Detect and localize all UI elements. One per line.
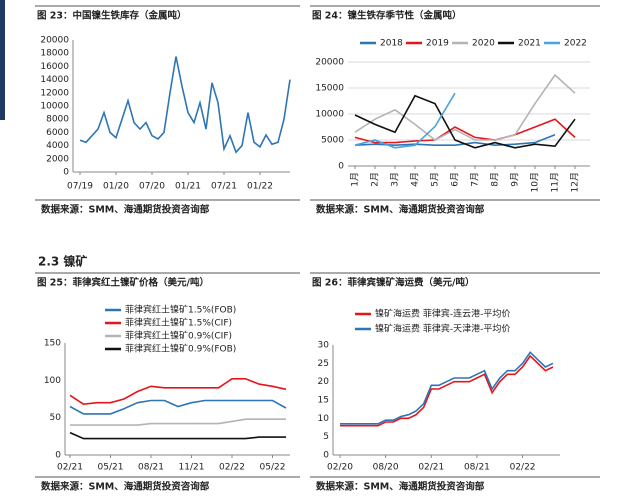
- x-tick-label: 05/21: [98, 463, 124, 473]
- y-tick-label: 0: [63, 168, 69, 178]
- legend-label: 2018: [380, 39, 403, 49]
- series-line: [340, 351, 554, 425]
- y-tick-label: 16000: [40, 62, 69, 72]
- figure-caption: 图 23：中国镍生铁库存（金属吨）: [37, 10, 187, 22]
- figure-source: 数据来源：SMM、海通期货投资咨询部: [40, 204, 210, 216]
- y-tick-label: 4000: [46, 141, 69, 151]
- y-tick-label: 20: [318, 377, 330, 387]
- x-tick-label: 8月: [490, 172, 501, 187]
- legend-label: 2021: [518, 39, 541, 49]
- x-tick-label: 01/21: [175, 182, 201, 192]
- x-tick-label: 05/22: [260, 463, 286, 473]
- y-tick-label: 10: [318, 414, 330, 424]
- x-tick-label: 07/20: [139, 182, 165, 192]
- y-tick-label: 10000: [315, 110, 344, 120]
- x-tick-label: 01/20: [103, 182, 129, 192]
- figure-source: 数据来源：SMM、海通期货投资咨询部: [315, 204, 485, 216]
- legend-label: 2022: [564, 39, 587, 49]
- series-line: [69, 399, 287, 415]
- y-tick-label: 18000: [40, 49, 69, 59]
- figure-caption: 图 26：菲律宾镍矿海运费（美元/吨）: [312, 277, 475, 289]
- y-tick-label: 50: [50, 413, 62, 423]
- figure-caption: 图 25：菲律宾红土镍矿价格（美元/吨）: [37, 277, 209, 289]
- legend-label: 菲律宾红土镍矿0.9%(CIF): [125, 330, 232, 342]
- y-tick-label: 12000: [40, 88, 69, 98]
- series-line: [340, 354, 554, 427]
- y-tick-label: 30: [318, 341, 330, 351]
- series-line: [354, 118, 576, 144]
- figure-source: 数据来源：SMM、海通期货投资咨询部: [40, 481, 210, 493]
- series-line: [79, 56, 291, 154]
- series-line: [354, 73, 576, 141]
- y-tick-label: 5: [323, 432, 329, 442]
- y-tick-label: 8000: [46, 115, 69, 125]
- y-tick-label: 14000: [40, 75, 69, 85]
- legend-label: 镍矿海运费 菲律宾-天津港-平均价: [375, 323, 510, 335]
- x-tick-label: 5月: [430, 172, 441, 187]
- y-tick-label: 20000: [40, 36, 69, 46]
- x-tick-label: 7月: [470, 172, 481, 187]
- x-tick-label: 08/21: [464, 463, 490, 473]
- figure-source: 数据来源：SMM、海通期货投资咨询部: [315, 481, 485, 493]
- series-line: [70, 418, 286, 426]
- x-tick-label: 02/22: [510, 463, 536, 473]
- x-tick-label: 6月: [450, 172, 461, 187]
- legend-label: 菲律宾红土镍矿1.5%(FOB): [125, 304, 236, 316]
- y-tick-label: 15: [318, 396, 329, 406]
- x-tick-label: 12月: [570, 172, 581, 192]
- legend-label: 2020: [472, 39, 495, 49]
- series-line: [354, 94, 576, 149]
- x-tick-label: 02/22: [219, 463, 245, 473]
- x-tick-label: 07/21: [211, 182, 237, 192]
- y-tick-label: 6000: [46, 128, 69, 138]
- y-tick-label: 10000: [40, 102, 69, 112]
- y-tick-label: 2000: [46, 154, 69, 164]
- y-tick-label: 15000: [315, 84, 344, 94]
- y-tick-label: 100: [44, 376, 61, 386]
- y-tick-label: 0: [55, 451, 61, 461]
- y-tick-label: 0: [323, 451, 329, 461]
- series-line: [69, 378, 287, 406]
- x-tick-label: 02/21: [57, 463, 83, 473]
- x-tick-label: 3月: [390, 172, 401, 187]
- y-tick-label: 150: [44, 339, 61, 349]
- x-tick-label: 9月: [510, 172, 521, 187]
- x-tick-label: 08/21: [138, 463, 164, 473]
- series-line: [354, 92, 456, 149]
- x-tick-label: 2月: [370, 172, 381, 187]
- x-tick-label: 08/20: [373, 463, 399, 473]
- figure-caption: 图 24：镍生铁存季节性（金属吨）: [312, 10, 462, 22]
- y-tick-label: 20000: [315, 58, 344, 68]
- y-tick-label: 5000: [321, 136, 344, 146]
- x-tick-label: 1月: [350, 172, 361, 187]
- side-bar: [0, 0, 5, 120]
- section-heading: 2.3 镍矿: [38, 254, 87, 269]
- x-tick-label: 11月: [550, 172, 561, 192]
- x-tick-label: 02/20: [327, 463, 353, 473]
- legend-label: 2019: [426, 39, 449, 49]
- legend-label: 镍矿海运费 菲律宾-连云港-平均价: [375, 308, 510, 320]
- x-tick-label: 10月: [530, 172, 541, 192]
- legend-label: 菲律宾红土镍矿1.5%(CIF): [125, 317, 232, 329]
- x-tick-label: 07/19: [67, 182, 93, 192]
- y-tick-label: 0: [338, 162, 344, 172]
- series-line: [69, 431, 286, 440]
- x-tick-label: 11/21: [179, 463, 205, 473]
- y-tick-label: 25: [318, 359, 329, 369]
- x-tick-label: 02/21: [418, 463, 444, 473]
- legend-label: 菲律宾红土镍矿0.9%(FOB): [125, 343, 236, 355]
- x-tick-label: 4月: [410, 172, 421, 187]
- x-tick-label: 01/22: [247, 182, 273, 192]
